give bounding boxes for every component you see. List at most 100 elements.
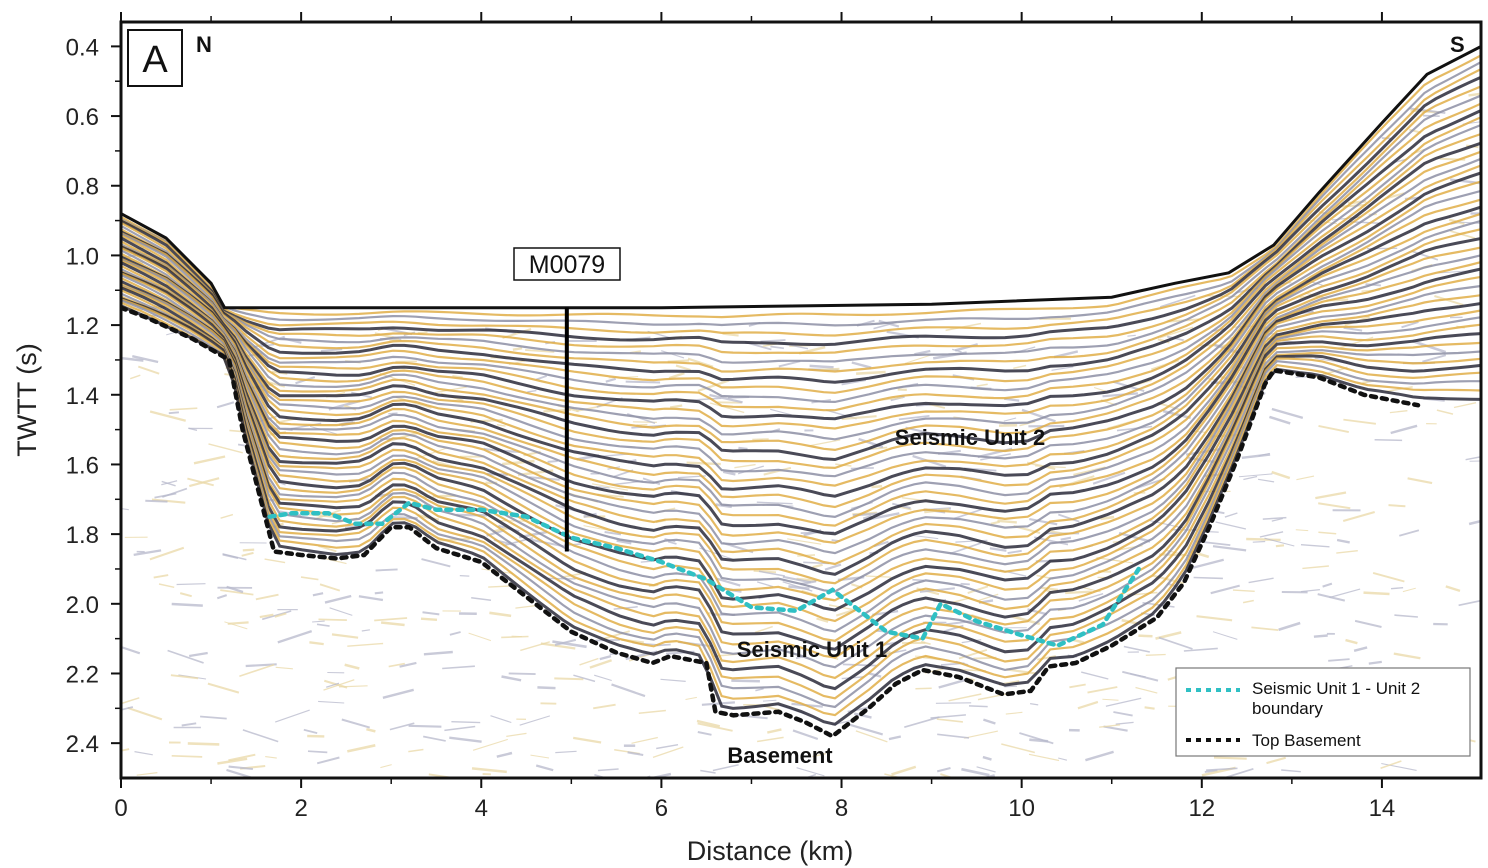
noise-streak — [1103, 725, 1128, 732]
noise-streak — [508, 672, 536, 676]
reflector-line — [121, 141, 1481, 421]
noise-streak — [216, 401, 235, 409]
noise-streak — [669, 404, 683, 409]
noise-streak — [216, 594, 228, 600]
noise-streak — [756, 736, 784, 743]
noise-streak — [1158, 636, 1193, 650]
noise-streak — [1102, 392, 1138, 398]
x-tick-label: 14 — [1369, 795, 1396, 822]
noise-streak — [380, 621, 405, 627]
noise-streak — [1388, 504, 1406, 508]
noise-streak — [312, 592, 324, 597]
noise-streak — [554, 638, 577, 647]
noise-streak — [856, 370, 886, 375]
noise-streak — [716, 577, 741, 587]
noise-streak — [425, 790, 448, 791]
noise-streak — [1102, 698, 1119, 701]
reflector-line — [121, 280, 1481, 612]
noise-streak — [961, 767, 990, 777]
noise-streak — [208, 443, 243, 454]
seismic-reflectors — [121, 54, 1481, 726]
noise-streak — [755, 687, 764, 692]
noise-streak — [1336, 550, 1358, 554]
noise-streak — [1243, 475, 1258, 481]
axes: 0 2 4 6 8 10 12 14 0.4 0.6 0.8 1.0 1.2 1.4 1.6 1.8 2.0 2.… — [66, 12, 1396, 822]
noise-streak — [1372, 571, 1405, 583]
noise-streak — [277, 630, 313, 644]
noise-streak — [593, 703, 616, 710]
noise-streak — [547, 792, 574, 795]
noise-streak — [1145, 653, 1166, 656]
noise-streak — [1384, 386, 1413, 393]
reflector-line — [121, 123, 1481, 404]
noise-streak — [1069, 683, 1086, 689]
noise-streak — [358, 595, 384, 602]
noise-streak — [275, 481, 286, 486]
noise-streak — [489, 611, 512, 618]
noise-streak — [1343, 418, 1377, 425]
noise-streak — [187, 477, 214, 487]
noise-streak — [1329, 588, 1361, 599]
noise-streak — [149, 546, 185, 561]
noise-streak — [1389, 410, 1408, 414]
reflector-line — [121, 116, 1481, 394]
y-tick-label: 0.8 — [66, 174, 99, 201]
noise-streak — [472, 738, 508, 751]
noise-streak — [990, 520, 1000, 525]
noise-streak — [1342, 510, 1376, 523]
noise-streak — [121, 697, 140, 705]
noise-streak — [1242, 599, 1254, 604]
noise-streak — [652, 746, 684, 759]
noise-streak — [1183, 647, 1218, 652]
noise-streak — [380, 764, 392, 769]
reflector-line — [121, 68, 1481, 337]
noise-streak — [754, 625, 773, 634]
noise-streak — [848, 723, 884, 736]
noise-streak — [220, 513, 234, 519]
noise-streak — [756, 501, 793, 505]
noise-streak — [1007, 549, 1022, 555]
noise-streak — [1390, 424, 1418, 435]
noise-streak — [316, 756, 340, 765]
noise-streak — [501, 635, 529, 639]
noise-streak — [420, 617, 438, 621]
noise-streak — [274, 612, 287, 618]
noise-streak — [300, 576, 319, 581]
noise-streak — [1275, 544, 1285, 548]
noise-streak — [245, 663, 277, 668]
noise-streak — [1468, 92, 1480, 97]
series-unit-boundary-line — [267, 500, 1141, 648]
noise-streak — [540, 642, 576, 650]
noise-streak — [1315, 491, 1347, 500]
noise-streak — [1296, 475, 1315, 481]
plot-frame — [119, 20, 1483, 780]
noise-streak — [888, 735, 902, 741]
noise-streak — [303, 728, 318, 734]
noise-streak — [176, 583, 206, 586]
noise-streak — [738, 446, 748, 451]
noise-streak — [904, 716, 940, 729]
noise-streak — [1336, 538, 1350, 544]
noise-streak — [127, 706, 163, 721]
x-tick-label: 6 — [655, 795, 668, 822]
noise-streak — [810, 439, 841, 447]
annotation-seismic-unit-1: Seismic Unit 1 — [737, 637, 887, 662]
y-tick-label: 2.0 — [66, 592, 99, 619]
noise-streak — [752, 438, 769, 441]
reflector-line — [121, 180, 1481, 470]
noise-streak — [1251, 626, 1279, 631]
noise-streak — [696, 719, 721, 728]
reflector-line — [121, 205, 1481, 498]
noise-streak — [222, 553, 239, 560]
noise-streak — [525, 349, 555, 353]
noise-streak — [1241, 453, 1271, 459]
noise-streak — [1295, 529, 1309, 532]
noise-streak — [1029, 518, 1058, 526]
noise-streak — [1144, 706, 1155, 710]
noise-streak — [457, 789, 489, 790]
noise-streak — [1300, 589, 1320, 593]
noise-streak — [1402, 587, 1416, 593]
x-tick-label: 8 — [835, 795, 848, 822]
noise-streak — [1004, 685, 1018, 688]
noise-streak — [1313, 634, 1328, 638]
